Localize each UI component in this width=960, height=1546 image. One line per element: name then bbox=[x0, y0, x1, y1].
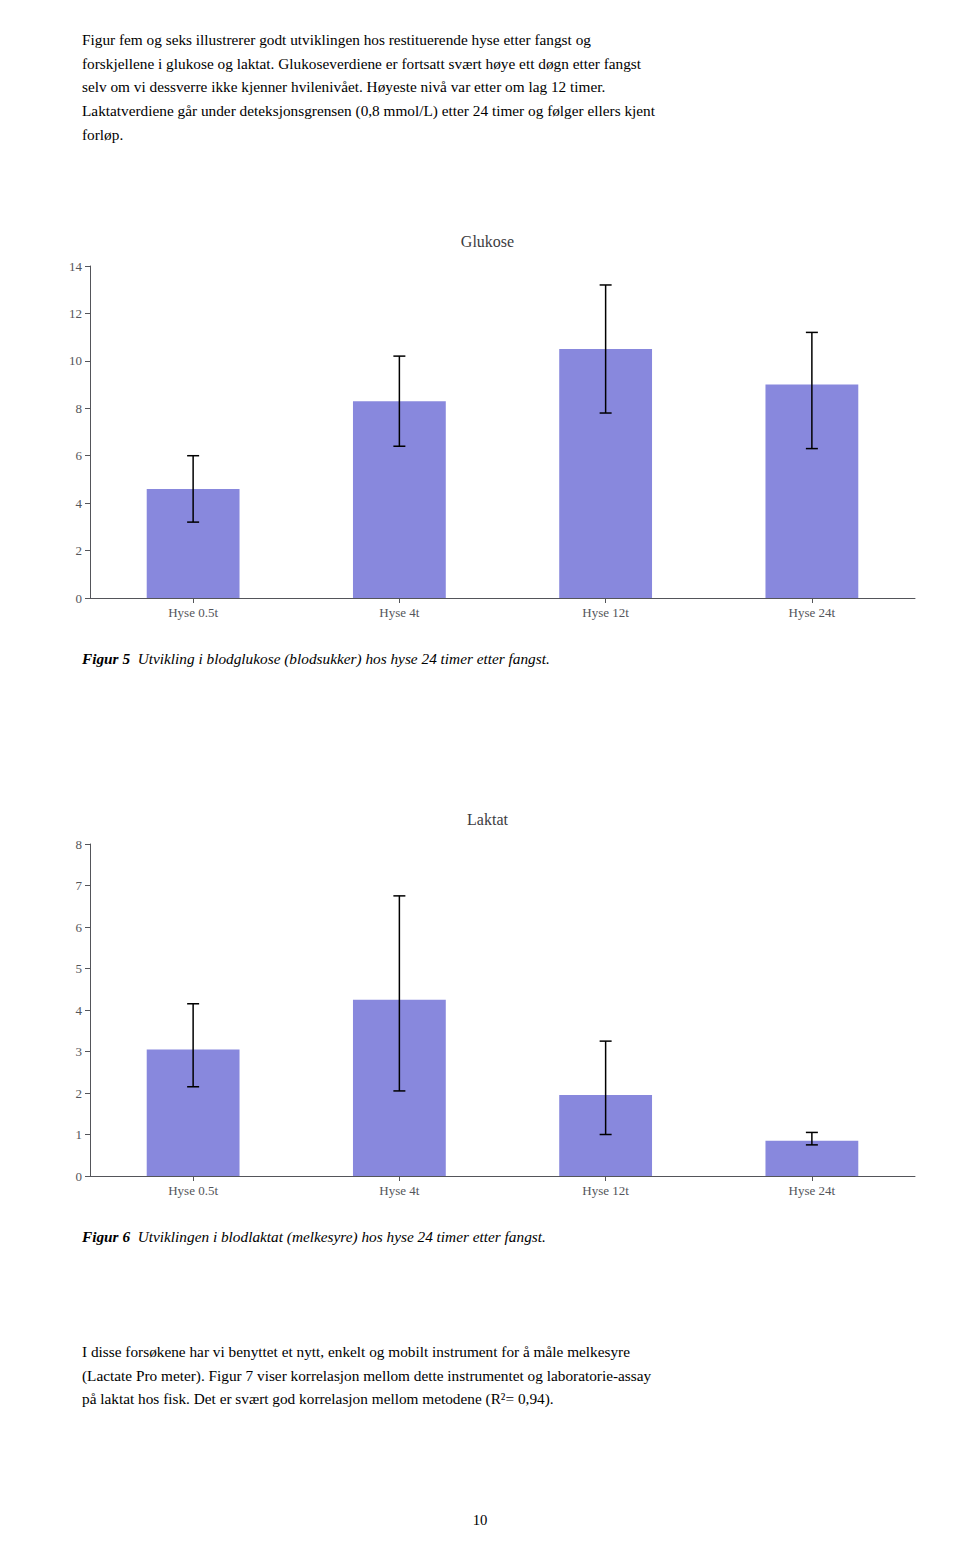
svg-text:Laktat: Laktat bbox=[467, 811, 508, 828]
svg-text:Hyse 4t: Hyse 4t bbox=[379, 605, 419, 620]
svg-text:Hyse 0.5t: Hyse 0.5t bbox=[168, 605, 218, 620]
html-text:I disse forsøkene har vi benyt: I disse forsøkene har vi benyttet et nyt… bbox=[82, 1343, 630, 1360]
html-text:forløp.: forløp. bbox=[82, 125, 124, 143]
svg-text:0: 0 bbox=[76, 591, 83, 606]
svg-text:3: 3 bbox=[76, 1044, 83, 1059]
html-text:(Lactate Pro meter). Figur 7 v: (Lactate Pro meter). Figur 7 viser korre… bbox=[82, 1366, 652, 1384]
html-text:Utvikling i blodglukose (blods: Utvikling i blodglukose (blodsukker) hos… bbox=[137, 650, 550, 667]
svg-text:2: 2 bbox=[76, 543, 83, 558]
svg-text:2: 2 bbox=[76, 1086, 83, 1101]
svg-text:Hyse 24t: Hyse 24t bbox=[789, 1183, 836, 1198]
svg-text:14: 14 bbox=[69, 259, 83, 274]
svg-text:6: 6 bbox=[76, 920, 83, 935]
svg-text:Hyse 24t: Hyse 24t bbox=[789, 605, 836, 620]
svg-text:0: 0 bbox=[76, 1169, 83, 1184]
html-text:Figur fem og seks illustrerer: Figur fem og seks illustrerer godt utvik… bbox=[82, 31, 591, 48]
html-text:på laktat hos fisk. Det er svæ: på laktat hos fisk. Det er svært god kor… bbox=[82, 1390, 554, 1408]
svg-text:Hyse 0.5t: Hyse 0.5t bbox=[168, 1183, 218, 1198]
html-text:Utviklingen i blodlaktat (melk: Utviklingen i blodlaktat (melkesyre) hos… bbox=[137, 1228, 546, 1245]
svg-text:Glukose: Glukose bbox=[461, 233, 514, 250]
html-text:Figur 5: Figur 5 bbox=[82, 650, 130, 667]
svg-text:5: 5 bbox=[76, 961, 83, 976]
html-text:10: 10 bbox=[472, 1512, 488, 1528]
svg-text:10: 10 bbox=[69, 353, 82, 368]
svg-text:4: 4 bbox=[76, 496, 83, 511]
html-text:Figur 6: Figur 6 bbox=[82, 1228, 130, 1245]
html-text:selv om vi dessverre ikke kjen: selv om vi dessverre ikke kjenner hvilen… bbox=[82, 78, 606, 96]
svg-text:12: 12 bbox=[69, 306, 82, 321]
html-text:Laktatverdiene går under detek: Laktatverdiene går under deteksjonsgrens… bbox=[82, 102, 655, 120]
html-text:forskjellene i glukose og lakt: forskjellene i glukose og laktat. Glukos… bbox=[82, 54, 641, 72]
svg-text:Hyse 4t: Hyse 4t bbox=[379, 1183, 419, 1198]
svg-text:1: 1 bbox=[76, 1127, 83, 1142]
svg-text:8: 8 bbox=[76, 401, 83, 416]
svg-text:8: 8 bbox=[76, 837, 83, 852]
svg-text:7: 7 bbox=[76, 878, 83, 893]
svg-text:Hyse 12t: Hyse 12t bbox=[582, 605, 629, 620]
svg-text:4: 4 bbox=[76, 1003, 83, 1018]
svg-text:Hyse 12t: Hyse 12t bbox=[582, 1183, 629, 1198]
svg-text:6: 6 bbox=[76, 448, 83, 463]
